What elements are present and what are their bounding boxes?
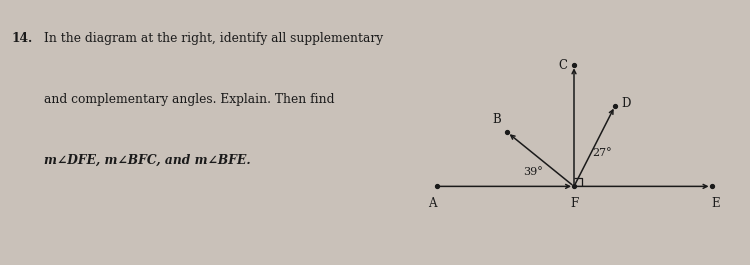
Text: and complementary angles. Explain. Then find: and complementary angles. Explain. Then … — [44, 93, 334, 106]
Text: 14.: 14. — [11, 32, 32, 45]
Text: F: F — [570, 197, 578, 210]
Text: C: C — [559, 59, 568, 72]
Text: In the diagram at the right, identify all supplementary: In the diagram at the right, identify al… — [44, 32, 382, 45]
Text: 39°: 39° — [524, 167, 543, 177]
Text: D: D — [622, 97, 631, 110]
Text: 27°: 27° — [592, 148, 612, 158]
Text: m∠DFE, m∠BFC, and m∠BFE.: m∠DFE, m∠BFC, and m∠BFE. — [44, 154, 250, 167]
Text: A: A — [427, 197, 436, 210]
Text: E: E — [712, 197, 720, 210]
Text: B: B — [492, 113, 501, 126]
